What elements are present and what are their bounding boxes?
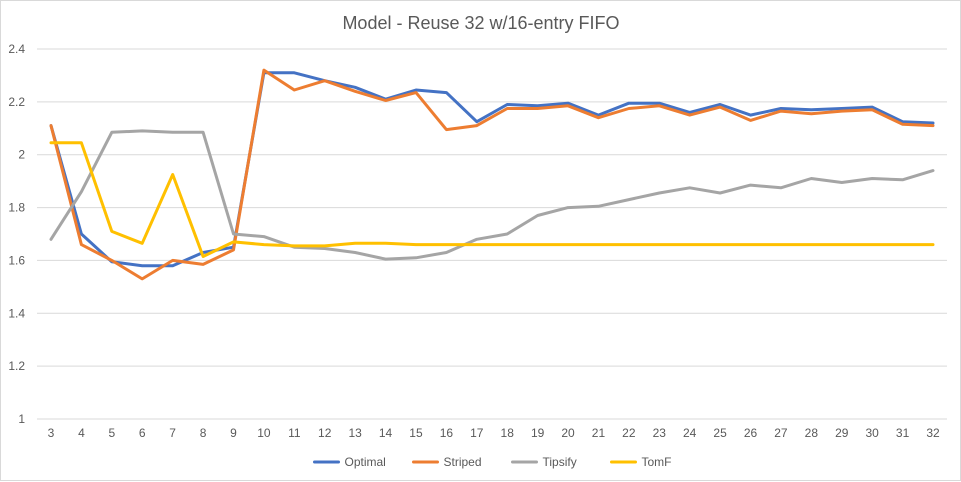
- series-line-tipsify: [49, 129, 935, 261]
- x-tick-label: 26: [744, 426, 758, 440]
- x-tick-label: 8: [200, 426, 207, 440]
- x-tick-label: 12: [318, 426, 332, 440]
- series-line-optimal: [49, 71, 935, 268]
- x-tick-label: 18: [501, 426, 515, 440]
- legend-label: Tipsify: [543, 455, 577, 469]
- x-tick-label: 10: [257, 426, 271, 440]
- x-tick-label: 28: [805, 426, 819, 440]
- gridlines: [37, 48, 947, 420]
- x-tick-label: 11: [288, 426, 301, 440]
- legend-label: Striped: [444, 455, 482, 469]
- y-tick-label: 1.2: [8, 359, 25, 373]
- x-tick-label: 25: [713, 426, 727, 440]
- y-tick-label: 1.8: [8, 201, 25, 215]
- legend-item-optimal: Optimal: [313, 455, 386, 469]
- series-lines: [49, 68, 935, 281]
- legend: Optimal Striped Tipsify TomF: [313, 455, 672, 469]
- y-tick-label: 1.4: [8, 306, 25, 320]
- x-tick-label: 22: [622, 426, 636, 440]
- x-tick-label: 6: [139, 426, 146, 440]
- x-tick-label: 4: [78, 426, 85, 440]
- x-tick-label: 15: [409, 426, 423, 440]
- legend-item-tomf: TomF: [610, 455, 672, 469]
- x-tick-label: 24: [683, 426, 697, 440]
- x-tick-label: 19: [531, 426, 545, 440]
- y-tick-label: 1: [18, 412, 25, 426]
- axes: 1 1.2 1.4 1.6 1.8 2 2.2 2.4 3 4 5 6 7 8 9 10 11 12 13 14 15 1…: [8, 42, 940, 440]
- x-tick-label: 27: [774, 426, 788, 440]
- y-tick-label: 2.2: [8, 95, 25, 109]
- x-tick-label: 9: [230, 426, 237, 440]
- x-tick-label: 16: [440, 426, 454, 440]
- x-tick-label: 32: [926, 426, 940, 440]
- x-tick-label: 13: [348, 426, 362, 440]
- legend-item-tipsify: Tipsify: [511, 455, 577, 469]
- x-tick-label: 23: [653, 426, 667, 440]
- x-tick-label: 21: [592, 426, 606, 440]
- x-tick-label: 14: [379, 426, 393, 440]
- x-tick-label: 17: [470, 426, 484, 440]
- y-tick-label: 2: [18, 148, 25, 162]
- x-tick-label: 30: [865, 426, 879, 440]
- y-tick-label: 1.6: [8, 253, 25, 267]
- series-line-striped: [49, 68, 935, 281]
- y-tick-label: 2.4: [8, 42, 25, 56]
- x-tick-label: 31: [896, 426, 910, 440]
- chart-title: Model - Reuse 32 w/16-entry FIFO: [342, 13, 619, 33]
- legend-label: Optimal: [345, 455, 386, 469]
- series-line-tomf: [49, 141, 935, 258]
- x-tick-label: 5: [108, 426, 115, 440]
- x-tick-label: 3: [48, 426, 55, 440]
- x-tick-label: 20: [561, 426, 575, 440]
- x-tick-label: 29: [835, 426, 849, 440]
- legend-item-striped: Striped: [412, 455, 482, 469]
- legend-label: TomF: [642, 455, 672, 469]
- x-tick-label: 7: [169, 426, 176, 440]
